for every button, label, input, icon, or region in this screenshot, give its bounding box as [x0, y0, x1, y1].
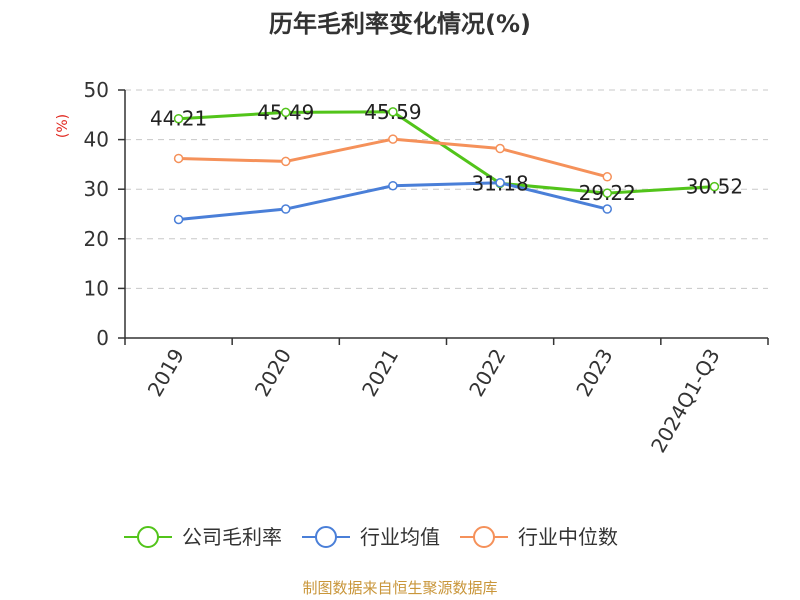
y-tick-label: 20 — [84, 227, 109, 251]
x-tick-label: 2021 — [357, 345, 403, 401]
data-point[interactable] — [495, 143, 505, 154]
legend-label: 公司毛利率 — [182, 525, 282, 549]
data-point[interactable] — [388, 180, 398, 191]
data-point[interactable] — [495, 178, 505, 188]
legend-item[interactable]: 行业中位数 — [460, 525, 618, 549]
x-tick-label: 2020 — [250, 345, 296, 401]
data-point[interactable] — [602, 172, 612, 182]
data-point[interactable] — [388, 107, 398, 117]
series-1 — [173, 178, 612, 225]
data-point[interactable] — [173, 153, 184, 164]
data-point[interactable] — [602, 188, 612, 198]
y-tick-label: 30 — [84, 177, 109, 201]
data-point[interactable] — [281, 156, 291, 167]
data-label: 45.59 — [364, 100, 421, 124]
gridlines — [125, 89, 768, 289]
chart-title: 历年毛利率变化情况(%) — [269, 10, 531, 38]
data-point[interactable] — [281, 107, 291, 118]
data-point[interactable] — [602, 204, 612, 214]
y-axis-label: (%) — [55, 114, 71, 138]
series-layer — [173, 107, 720, 225]
data-point[interactable] — [173, 113, 184, 124]
series-line — [178, 137, 608, 179]
legend-marker — [137, 526, 159, 548]
legend-marker — [315, 526, 337, 548]
data-point[interactable] — [709, 181, 720, 192]
legend[interactable]: 公司毛利率 行业均值 行业中位数 — [124, 525, 618, 549]
y-tick-label: 40 — [84, 128, 109, 152]
data-label: 29.22 — [579, 181, 636, 205]
axes — [118, 89, 769, 345]
data-label: 45.49 — [257, 100, 314, 124]
series-line — [178, 110, 715, 195]
y-tick-label: 0 — [96, 326, 109, 350]
legend-item[interactable]: 行业均值 — [302, 525, 440, 549]
legend-item[interactable]: 公司毛利率 — [124, 525, 282, 549]
x-tick-label: 2019 — [143, 345, 189, 401]
data-label: 30.52 — [686, 175, 743, 199]
data-point[interactable] — [281, 204, 291, 214]
y-tick-label: 10 — [84, 276, 109, 300]
x-tick-label: 2024Q1-Q3 — [646, 345, 725, 457]
data-labels: 44.21 45.49 45.59 31.18 29.22 30.52 — [150, 100, 743, 205]
legend-label: 行业中位数 — [518, 525, 618, 549]
data-label: 31.18 — [471, 171, 528, 195]
series-2 — [173, 134, 612, 182]
x-tick-label: 2023 — [571, 345, 617, 401]
y-tick-label: 50 — [84, 78, 109, 102]
source-note: 制图数据来自恒生聚源数据库 — [302, 579, 497, 597]
data-label: 44.21 — [150, 107, 207, 131]
legend-label: 行业均值 — [360, 525, 440, 549]
tick-labels: 0 10 20 30 40 50 2019 2020 2021 2022 2023 2024Q1-Q3 — [84, 78, 725, 457]
x-tick-label: 2022 — [464, 345, 510, 401]
data-point[interactable] — [388, 134, 398, 144]
legend-marker — [473, 526, 495, 548]
data-point[interactable] — [173, 214, 184, 225]
